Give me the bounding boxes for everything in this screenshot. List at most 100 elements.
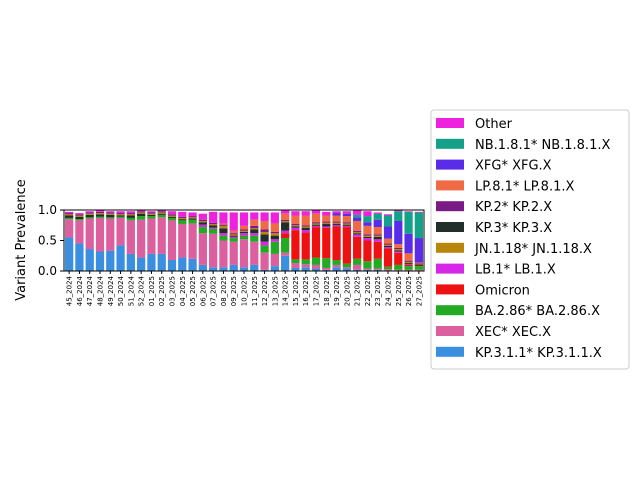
bar-segment-04_2025-s0 — [178, 257, 187, 271]
bar-segment-50_2024-s5 — [116, 215, 125, 217]
x-tick-label: 47_2024 — [86, 275, 94, 306]
bar-segment-47_2024-s2 — [85, 217, 94, 219]
bar-segment-11_2025-s5 — [250, 229, 259, 234]
bar-segment-10_2025-s11 — [239, 212, 249, 226]
bar-segment-45_2024-s5 — [65, 215, 74, 218]
bar-segment-03_2025-s5 — [167, 216, 177, 218]
bar-segment-45_2024-s6 — [65, 214, 74, 216]
bar-segment-04_2025-s7 — [178, 216, 187, 218]
legend-label: KP.3.1.1* KP.3.1.1.X — [475, 346, 602, 361]
bar-segment-23_2025-s2 — [373, 258, 382, 269]
bar-segment-09_2025-s8 — [229, 230, 238, 234]
bar-segment-16_2025-s11 — [301, 211, 310, 216]
bar-segment-16_2025-s8 — [301, 215, 310, 226]
bar-segment-15_2025-s5 — [291, 226, 300, 228]
bar-segment-09_2025-s1 — [229, 241, 238, 265]
bar-segment-13_2025-s6 — [270, 233, 279, 236]
bar-segment-13_2025-s2 — [270, 241, 279, 254]
bar-segment-06_2025-s7 — [198, 219, 207, 221]
y-tick-label: 0.0 — [38, 264, 57, 278]
legend-label: KP.2* KP.2.X — [475, 200, 552, 215]
bar-segment-11_2025-s8 — [250, 219, 259, 226]
bar-segment-24_2025-s2 — [383, 266, 393, 270]
bar-segment-24_2025-s5 — [383, 245, 393, 248]
bar-segment-48_2024-s7 — [95, 211, 105, 214]
x-tick-label: 08_2025 — [220, 276, 228, 306]
bar-segment-01_2025-s2 — [147, 216, 156, 219]
bar-segment-24_2025-s4 — [383, 247, 393, 249]
bar-segment-04_2025-s2 — [178, 220, 187, 225]
bar-segment-27_2025-s10 — [414, 212, 423, 239]
bar-segment-07_2025-s6 — [209, 224, 218, 226]
bar-segment-06_2025-s4 — [198, 224, 207, 228]
bar-segment-47_2024-s5 — [85, 214, 94, 218]
bar-segment-25_2025-s9 — [394, 220, 403, 245]
bar-segment-08_2025-s6 — [219, 225, 228, 229]
bar-segment-06_2025-s0 — [198, 264, 207, 271]
bar-segment-05_2025-s7 — [188, 216, 197, 218]
bar-segment-25_2025-s6 — [394, 249, 403, 251]
bar-segment-16_2025-s6 — [301, 226, 310, 228]
bar-segment-23_2025-s8 — [373, 227, 382, 235]
bar-segment-17_2025-s2 — [311, 257, 321, 265]
bar-segment-08_2025-s11 — [219, 212, 228, 224]
bar-segment-24_2025-s9 — [383, 226, 393, 239]
bar-segment-19_2025-s6 — [332, 222, 341, 225]
bar-segment-51_2024-s5 — [126, 215, 135, 218]
bar-segment-12_2025-s5 — [260, 234, 269, 242]
bar-segment-21_2025-s6 — [353, 231, 362, 234]
bar-segment-49_2024-s5 — [106, 214, 115, 218]
bar-segment-52_2024-s5 — [137, 213, 146, 217]
bar-segment-09_2025-s4 — [229, 236, 238, 239]
x-tick-label: 50_2024 — [117, 275, 125, 306]
bar-segment-03_2025-s6 — [167, 215, 177, 217]
bar-segment-48_2024-s0 — [95, 251, 105, 271]
bar-segment-26_2025-s1 — [404, 269, 413, 271]
bar-segment-14_2025-s3 — [281, 233, 290, 239]
x-tick-label: 51_2024 — [127, 275, 135, 306]
bar-segment-11_2025-s1 — [250, 241, 259, 265]
x-tick-label: 26_2025 — [405, 276, 413, 306]
bar-segment-17_2025-s1 — [311, 264, 321, 269]
bar-segment-27_2025-s2 — [414, 266, 423, 270]
bar-segment-17_2025-s11 — [311, 210, 321, 214]
bar-segment-22_2025-s9 — [363, 222, 372, 226]
bar-segment-19_2025-s11 — [332, 211, 341, 214]
bar-segment-02_2025-s0 — [157, 253, 166, 271]
x-tick-label: 03_2025 — [169, 276, 177, 306]
bar-segment-24_2025-s7 — [383, 243, 393, 245]
x-tick-label: 21_2025 — [354, 276, 362, 306]
legend-label: XEC* XEC.X — [475, 325, 551, 340]
bar-segment-03_2025-s11 — [167, 211, 177, 215]
x-tick-label: 25_2025 — [395, 276, 403, 306]
bar-segment-14_2025-s0 — [281, 255, 290, 271]
x-tick-label: 14_2025 — [282, 276, 290, 306]
bar-segment-19_2025-s7 — [332, 221, 341, 223]
bar-segment-21_2025-s11 — [353, 210, 362, 215]
legend-label: BA.2.86* BA.2.86.X — [475, 304, 600, 319]
x-tick-label: 01_2025 — [148, 276, 156, 306]
bar-segment-25_2025-s5 — [394, 250, 403, 252]
bar-segment-22_2025-s2 — [363, 261, 372, 269]
bar-segment-23_2025-s4 — [373, 239, 382, 242]
bar-segment-18_2025-s5 — [322, 224, 331, 227]
bar-segment-20_2025-s3 — [342, 227, 351, 264]
legend-box — [430, 109, 630, 370]
bar-segment-49_2024-s11 — [106, 211, 115, 213]
bar-segment-20_2025-s9 — [342, 213, 351, 217]
bar-segment-09_2025-s5 — [229, 235, 238, 237]
legend-swatch — [436, 222, 464, 232]
legend-swatch — [436, 284, 464, 295]
bar-segment-20_2025-s0 — [342, 268, 351, 271]
bar-segment-07_2025-s4 — [209, 227, 218, 229]
bar-segment-09_2025-s6 — [229, 234, 238, 236]
bar-segment-15_2025-s7 — [291, 224, 300, 226]
bar-segment-18_2025-s8 — [322, 215, 331, 222]
bar-segment-17_2025-s7 — [311, 222, 321, 224]
bar-segment-45_2024-s0 — [65, 237, 74, 271]
legend: Other NB.1.8.1* NB.1.8.1.X XFG* XFG.X LP.8.… — [430, 109, 630, 370]
bar-segment-27_2025-s7 — [414, 263, 423, 264]
y-tick-label: 0.5 — [38, 234, 57, 248]
bar-segment-46_2024-s6 — [75, 215, 84, 217]
bar-segment-26_2025-s10 — [404, 211, 413, 234]
